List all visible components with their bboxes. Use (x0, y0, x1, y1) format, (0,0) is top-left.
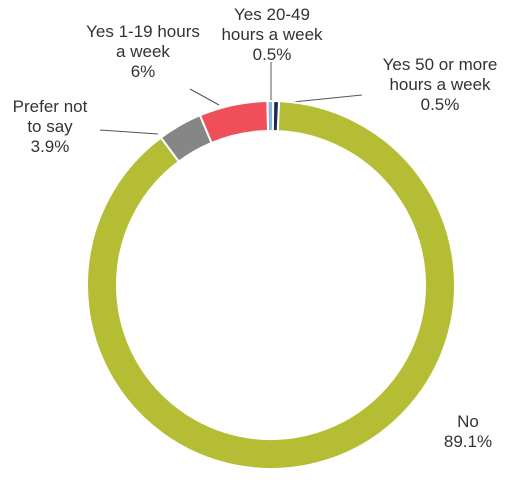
category-label: Yes 1-19 hours a week (86, 22, 200, 61)
donut-segment (198, 100, 270, 145)
category-label: Prefer not to say (12, 97, 88, 136)
slice-label: Yes 20-49 hours a week 0.5% (218, 5, 325, 65)
category-label: No (457, 412, 479, 431)
leader-line (99, 129, 159, 135)
slice-label: Prefer not to say 3.9% (8, 97, 93, 157)
value-label: 6% (130, 62, 156, 81)
value-label: 0.5% (252, 45, 292, 64)
value-label: 0.5% (420, 95, 460, 114)
donut-segment (86, 100, 456, 470)
slice-label: Yes 50 or more hours a week 0.5% (380, 55, 501, 115)
slice-label: No 89.1% (426, 412, 506, 452)
donut-segment (271, 100, 281, 133)
value-label: 89.1% (443, 432, 493, 451)
slice-label: Yes 1-19 hours a week 6% (82, 22, 204, 82)
leader-line (282, 94, 363, 104)
value-label: 3.9% (30, 137, 70, 156)
leader-line (189, 88, 220, 106)
category-label: Yes 50 or more hours a week (382, 55, 498, 94)
category-label: Yes 20-49 hours a week (221, 5, 323, 44)
